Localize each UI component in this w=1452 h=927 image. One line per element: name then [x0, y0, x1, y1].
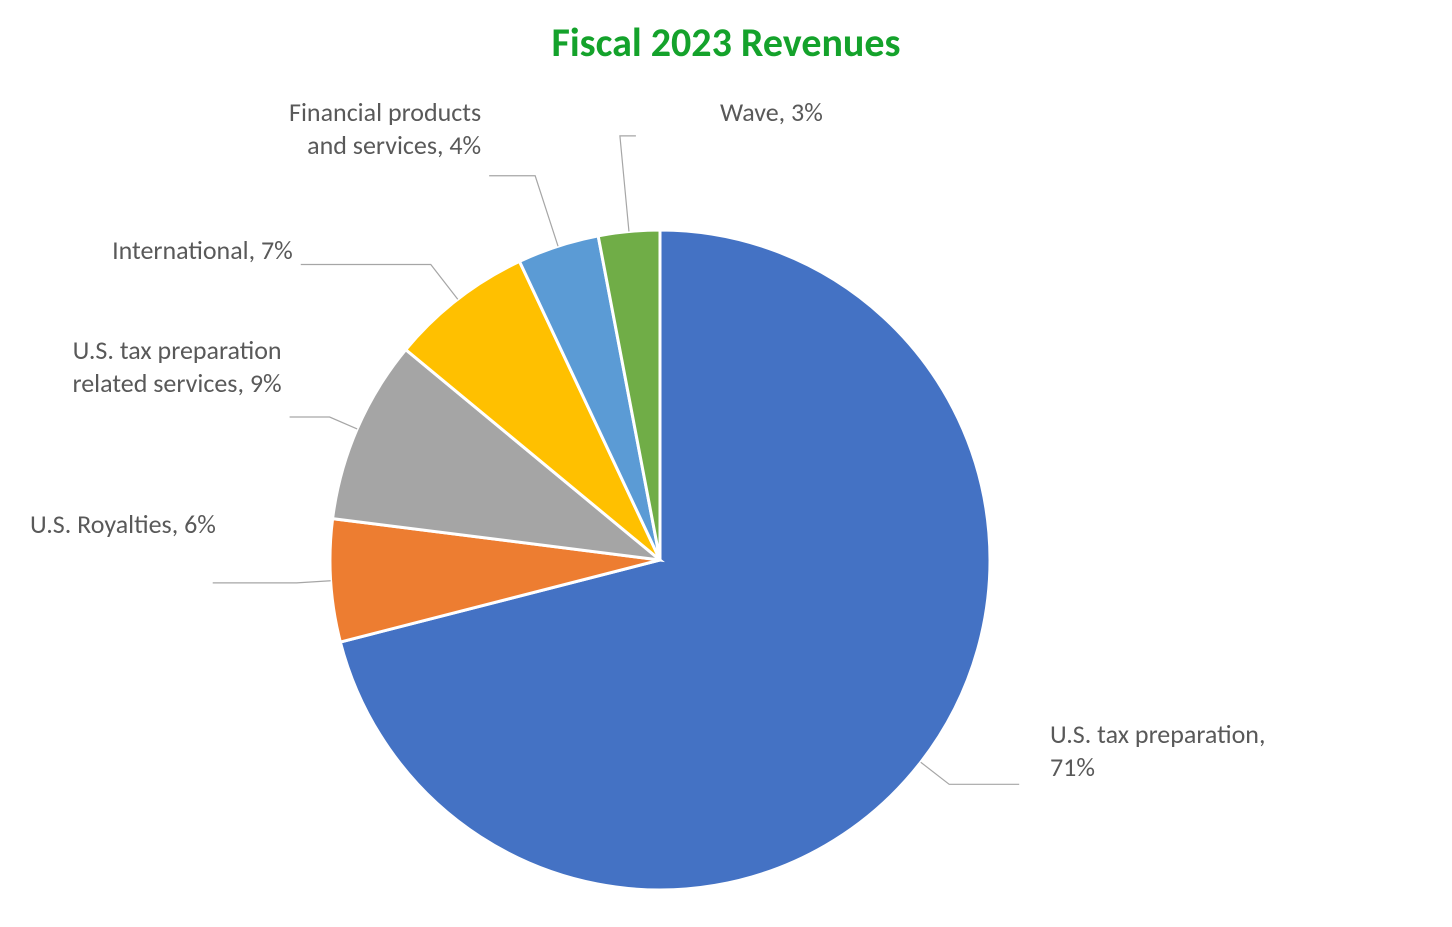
leader-line: [290, 417, 358, 429]
leader-line: [620, 136, 636, 232]
slice-label: Financial products and services, 4%: [200, 96, 481, 161]
slice-label: U.S. tax preparation related services, 9…: [30, 334, 282, 399]
leader-line: [301, 264, 458, 299]
revenue-pie-chart: Fiscal 2023 Revenues U.S. tax preparatio…: [0, 0, 1452, 927]
slice-label: International, 7%: [60, 234, 293, 267]
slice-label: Wave, 3%: [720, 96, 823, 129]
slice-label: U.S. Royalties, 6%: [30, 508, 205, 541]
leader-line: [213, 581, 331, 583]
leader-line: [921, 762, 1019, 784]
slice-label: U.S. tax preparation, 71%: [1050, 718, 1265, 783]
leader-line: [489, 176, 558, 246]
